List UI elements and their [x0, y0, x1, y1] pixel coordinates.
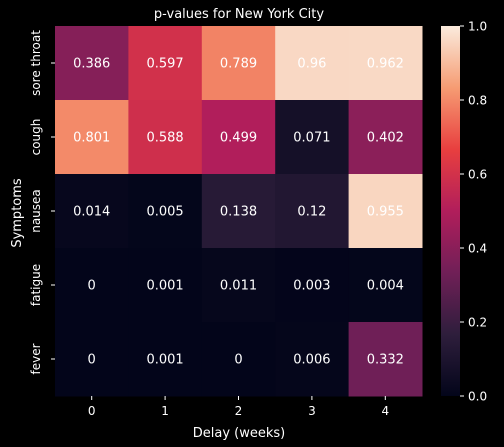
- colorbar-tick-label: 0.4: [468, 242, 487, 256]
- cell-value-label: 0.962: [367, 57, 404, 72]
- cell-value-label: 0.332: [367, 353, 404, 368]
- heatmap-cells: 0.386 0.597 0.789 0.96 0.962 0.801 0.588 0.499 0…: [55, 26, 423, 397]
- y-tick-label: sore throat: [29, 30, 43, 96]
- cell-value-label: 0.386: [73, 57, 110, 72]
- cell-value-label: 0.12: [297, 205, 326, 220]
- x-tick-label: 2: [235, 404, 243, 418]
- y-tick-label: fatigue: [29, 264, 43, 306]
- cell-value-label: 0.004: [367, 279, 404, 294]
- cell-value-label: 0.597: [146, 57, 183, 72]
- cell-value-label: 0.138: [220, 205, 257, 220]
- cell-value-label: 0.96: [297, 57, 326, 72]
- colorbar-tick-label: 1.0: [468, 20, 487, 34]
- colorbar-tick-label: 0.6: [468, 168, 487, 182]
- cell-value-label: 0.011: [220, 279, 257, 294]
- cell-value-label: 0.789: [220, 57, 257, 72]
- chart-title: p-values for New York City: [154, 7, 324, 22]
- cell-value-label: 0.402: [367, 131, 404, 146]
- cell-value-label: 0.801: [73, 131, 110, 146]
- cell-value-label: 0.003: [293, 279, 330, 294]
- colorbar-tick-label: 0.2: [468, 316, 487, 330]
- cell-value-label: 0.006: [293, 353, 330, 368]
- cell-value-label: 0.001: [146, 279, 183, 294]
- y-axis-label: Symptoms: [10, 178, 25, 248]
- colorbar-tick-label: 0.8: [468, 94, 487, 108]
- y-tick-label: cough: [29, 119, 43, 156]
- cell-value-label: 0.014: [73, 205, 110, 220]
- cell-value-label: 0.588: [146, 131, 183, 146]
- x-tick-label: 3: [308, 404, 316, 418]
- colorbar-tick-label: 0.0: [468, 390, 487, 404]
- cell-value-label: 0: [88, 279, 96, 294]
- x-axis-label: Delay (weeks): [193, 426, 286, 441]
- cell-value-label: 0.499: [220, 131, 257, 146]
- cell-value-label: 0.005: [146, 205, 183, 220]
- cell-value-label: 0.955: [367, 205, 404, 220]
- y-tick-label: nausea: [29, 189, 43, 233]
- x-tick-label: 1: [161, 404, 169, 418]
- cell-value-label: 0: [88, 353, 96, 368]
- cell-value-label: 0: [234, 353, 242, 368]
- cell-value-label: 0.071: [293, 131, 330, 146]
- colorbar: [441, 26, 460, 396]
- x-tick-label: 0: [88, 404, 96, 418]
- cell-value-label: 0.001: [146, 353, 183, 368]
- x-tick-label: 4: [381, 404, 389, 418]
- y-tick-label: fever: [29, 343, 43, 374]
